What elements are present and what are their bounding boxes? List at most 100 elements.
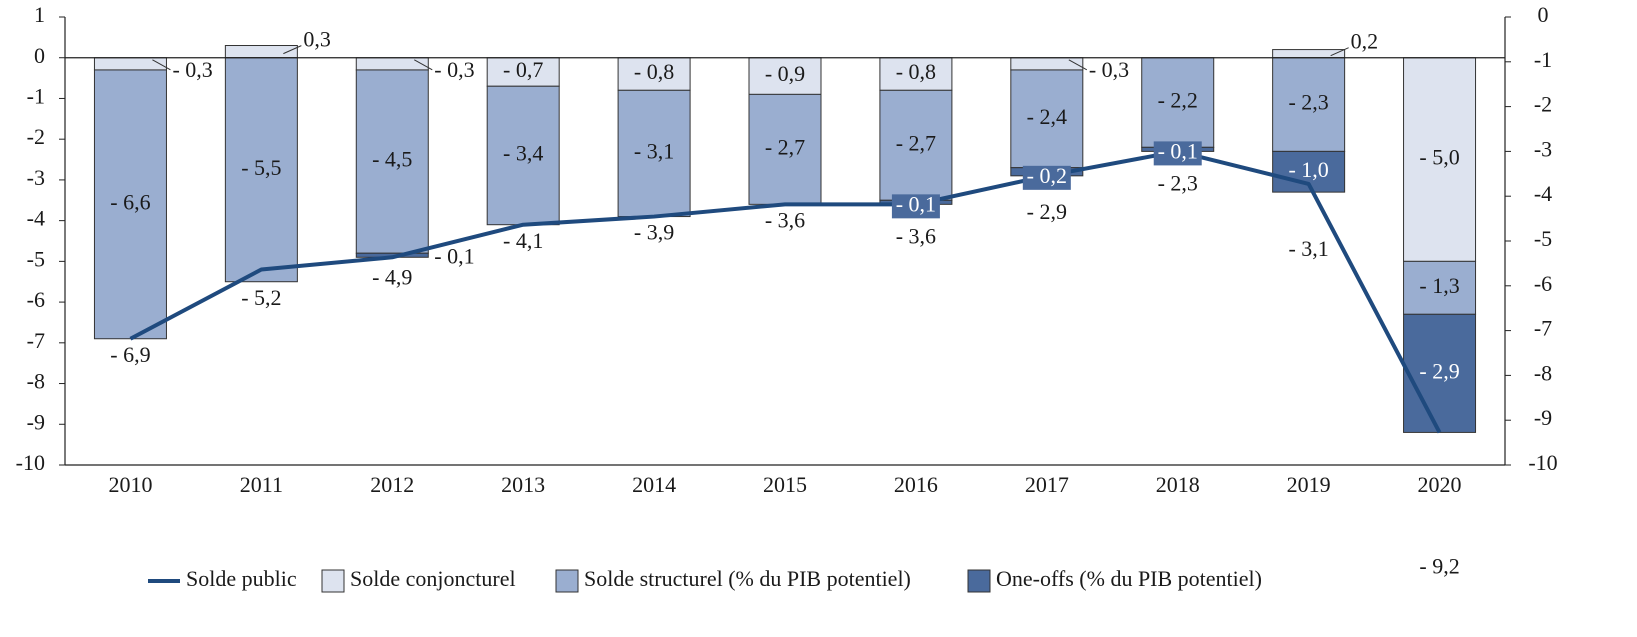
- x-tick-label: 2012: [370, 472, 414, 497]
- bar-solde-conjoncturel: [1272, 49, 1346, 59]
- data-label-conjoncturel: 0,3: [303, 27, 331, 52]
- bar-solde-structurel: [224, 57, 298, 283]
- data-label-conjoncturel: - 5,0: [1419, 145, 1459, 170]
- data-label-conjoncturel: - 0,3: [1089, 57, 1129, 82]
- label-leader-line: [283, 45, 302, 55]
- right-tick-label: -5: [1534, 226, 1552, 251]
- data-label-structurel: - 2,4: [1027, 104, 1067, 129]
- left-tick-label: -8: [27, 369, 45, 394]
- bar-solde-structurel: [617, 89, 691, 218]
- data-label-one-offs-box: [1153, 141, 1202, 166]
- right-tick-label: 0: [1538, 2, 1549, 27]
- data-label-one-offs: - 0,1: [434, 243, 474, 268]
- x-tick-label: 2011: [240, 472, 283, 497]
- data-label-one-offs-box: [1022, 165, 1071, 190]
- line-solde-public: [129, 149, 1442, 434]
- bar-one-offs: [1403, 313, 1477, 433]
- data-label-structurel: - 2,2: [1158, 88, 1198, 113]
- left-tick-label: -7: [27, 328, 45, 353]
- bar-solde-conjoncturel: [617, 57, 691, 91]
- left-tick-label: -10: [16, 450, 45, 475]
- label-leader-line: [1068, 59, 1088, 71]
- left-tick-label: -9: [27, 409, 45, 434]
- data-label-one-offs: - 0,1: [1158, 138, 1198, 163]
- bar-solde-conjoncturel: [355, 57, 429, 71]
- label-leader-line: [1330, 47, 1349, 57]
- data-label-one-offs: - 0,1: [896, 191, 936, 216]
- left-tick-label: -3: [27, 165, 45, 190]
- right-tick-label: -7: [1534, 316, 1552, 341]
- data-label-solde-public: - 9,2: [1419, 554, 1459, 579]
- left-tick-label: 0: [34, 43, 45, 68]
- right-tick-label: -4: [1534, 181, 1552, 206]
- label-leader-line: [414, 59, 433, 71]
- right-tick-label: -10: [1528, 450, 1557, 475]
- data-label-conjoncturel: - 0,7: [503, 57, 543, 82]
- data-label-structurel: - 1,3: [1419, 273, 1459, 298]
- right-tick-label: -6: [1534, 271, 1552, 296]
- data-label-conjoncturel: - 0,8: [634, 59, 674, 84]
- data-label-one-offs: - 0,2: [1027, 163, 1067, 188]
- x-tick-label: 2010: [108, 472, 152, 497]
- left-tick-label: 1: [34, 2, 45, 27]
- data-label-solde-public: - 3,9: [634, 220, 674, 245]
- legend-swatch-one-offs: [967, 569, 991, 593]
- bar-solde-conjoncturel: [1403, 57, 1477, 262]
- bar-solde-structurel: [1272, 57, 1346, 152]
- bar-solde-structurel: [1010, 69, 1084, 169]
- left-tick-label: -1: [27, 84, 45, 109]
- bar-solde-conjoncturel: [1010, 57, 1084, 71]
- right-tick-label: -1: [1534, 47, 1552, 72]
- legend-swatch-solde-conjoncturel: [321, 569, 345, 593]
- data-label-one-offs: - 1,0: [1288, 157, 1328, 182]
- x-tick-label: 2018: [1156, 472, 1200, 497]
- legend-swatch-solde-structurel: [555, 569, 579, 593]
- legend-label-one-offs: One-offs (% du PIB potentiel): [996, 566, 1262, 591]
- data-label-structurel: - 2,3: [1288, 90, 1328, 115]
- label-leader-line: [152, 59, 171, 71]
- legend-label-solde-conjoncturel: Solde conjoncturel: [350, 566, 516, 591]
- bar-solde-conjoncturel: [224, 45, 298, 59]
- bar-solde-conjoncturel: [748, 57, 822, 95]
- data-label-structurel: - 3,1: [634, 138, 674, 163]
- data-label-one-offs: - 2,9: [1419, 358, 1459, 383]
- right-tick-label: -2: [1534, 92, 1552, 117]
- data-label-solde-public: - 4,1: [503, 228, 543, 253]
- right-tick-label: -8: [1534, 360, 1552, 385]
- right-tick-label: -3: [1534, 136, 1552, 161]
- data-label-conjoncturel: 0,2: [1351, 29, 1379, 54]
- bar-solde-conjoncturel: [879, 57, 953, 91]
- data-label-structurel: - 5,5: [241, 155, 281, 180]
- left-tick-label: -5: [27, 246, 45, 271]
- x-tick-label: 2017: [1025, 472, 1069, 497]
- data-label-solde-public: - 2,9: [1027, 199, 1067, 224]
- data-label-structurel: - 2,7: [765, 134, 805, 159]
- data-label-conjoncturel: - 0,9: [765, 61, 805, 86]
- data-label-solde-public: - 3,6: [896, 223, 936, 248]
- left-tick-label: -2: [27, 124, 45, 149]
- left-tick-label: -6: [27, 287, 45, 312]
- bar-solde-structurel: [1403, 260, 1477, 315]
- left-tick-label: -4: [27, 206, 45, 231]
- x-tick-label: 2014: [632, 472, 676, 497]
- data-label-conjoncturel: - 0,3: [434, 57, 474, 82]
- data-label-solde-public: - 3,1: [1288, 236, 1328, 261]
- data-label-solde-public: - 5,2: [241, 285, 281, 310]
- bar-solde-conjoncturel: [93, 57, 167, 71]
- data-label-structurel: - 2,7: [896, 130, 936, 155]
- data-label-structurel: - 4,5: [372, 147, 412, 172]
- data-label-structurel: - 3,4: [503, 141, 543, 166]
- data-label-conjoncturel: - 0,3: [172, 57, 212, 82]
- legend-label-solde-public: Solde public: [186, 566, 297, 591]
- bar-solde-structurel: [1141, 57, 1215, 148]
- data-label-solde-public: - 3,6: [765, 207, 805, 232]
- data-label-structurel: - 6,6: [110, 189, 150, 214]
- right-tick-label: -9: [1534, 405, 1552, 430]
- x-tick-label: 2020: [1418, 472, 1462, 497]
- x-tick-label: 2016: [894, 472, 938, 497]
- data-label-conjoncturel: - 0,8: [896, 59, 936, 84]
- data-label-solde-public: - 4,9: [372, 264, 412, 289]
- bar-solde-structurel: [748, 93, 822, 205]
